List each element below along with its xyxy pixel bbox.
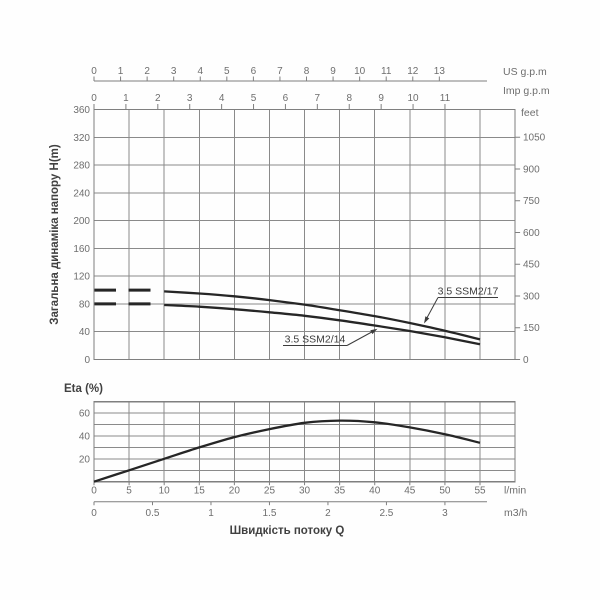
us-gpm-tick-label: 10 (354, 66, 366, 77)
head-curve-ssm2-14 (164, 303, 481, 346)
imp-gpm-tick-label: 5 (251, 93, 257, 104)
us-gpm-axis-label: US g.p.m (503, 66, 547, 78)
us-gpm-tick-label: 0 (91, 66, 97, 77)
imp-gpm-tick-label: 7 (315, 93, 321, 104)
lmin-tick-label: 5 (126, 486, 132, 497)
m3h-tick-label: 1.5 (263, 508, 277, 519)
imp-gpm-tick-label: 1 (123, 93, 129, 104)
head-ytick-label: 320 (73, 133, 90, 144)
lmin-axis-label: l/min (504, 485, 526, 497)
feet-tick-label: 900 (523, 164, 540, 175)
imp-gpm-tick-label: 3 (187, 93, 193, 104)
performance-curves (93, 288, 481, 483)
lmin-tick-label: 30 (299, 486, 311, 497)
head-ytick-label: 40 (79, 327, 91, 338)
eta-chart-title: Eta (%) (64, 383, 103, 395)
feet-tick-label: 750 (523, 196, 540, 207)
imp-gpm-tick-label: 2 (155, 93, 161, 104)
us-gpm-tick-label: 6 (251, 66, 257, 77)
imp-gpm-tick-label: 8 (346, 93, 352, 104)
imp-gpm-tick-label: 6 (283, 93, 289, 104)
imp-gpm-tick-label: 0 (91, 93, 97, 104)
feet-tick-label: 150 (523, 323, 540, 334)
lmin-tick-label: 20 (229, 486, 241, 497)
m3h-tick-label: 1 (208, 508, 214, 519)
imp-gpm-tick-label: 9 (378, 93, 384, 104)
eta-ytick-label: 60 (79, 409, 91, 420)
us-gpm-tick-label: 5 (224, 66, 230, 77)
eta-ytick-label: 40 (79, 431, 91, 442)
feet-tick-label: 300 (523, 291, 540, 302)
lmin-tick-label: 25 (264, 486, 276, 497)
lmin-tick-label: 45 (404, 486, 416, 497)
annotation-leader (346, 330, 375, 346)
imp-gpm-axis-label: Imp g.p.m (503, 85, 550, 97)
curve-label-ssm2-14: 3.5 SSM2/14 (285, 334, 346, 346)
m3h-tick-label: 2.5 (379, 508, 393, 519)
eta-chart-grid (93, 401, 516, 483)
head-ytick-label: 360 (73, 105, 90, 116)
lmin-tick-label: 0 (91, 486, 97, 497)
us-gpm-tick-label: 13 (434, 66, 446, 77)
us-gpm-tick-label: 2 (144, 66, 150, 77)
feet-tick-label: 0 (523, 355, 529, 366)
head-ytick-label: 280 (73, 161, 90, 172)
m3h-tick-label: 3 (442, 508, 448, 519)
imp-gpm-tick-label: 4 (219, 93, 225, 104)
flow-x-axis-title: Швидкість потоку Q (230, 525, 345, 537)
head-ytick-label: 80 (79, 299, 91, 310)
us-gpm-tick-label: 11 (381, 66, 392, 77)
m3h-tick-label: 0.5 (146, 508, 160, 519)
head-ytick-label: 200 (73, 216, 90, 227)
us-gpm-tick-label: 9 (330, 66, 336, 77)
head-ytick-label: 160 (73, 244, 90, 255)
feet-axis-label: feet (521, 107, 539, 119)
head-chart-grid (93, 108, 516, 361)
us-gpm-tick-label: 3 (171, 66, 177, 77)
lmin-tick-label: 15 (194, 486, 206, 497)
leader-arrowhead (424, 316, 430, 324)
us-gpm-tick-label: 8 (304, 66, 310, 77)
leader-arrowhead (370, 328, 378, 335)
feet-tick-label: 450 (523, 260, 540, 271)
m3h-tick-label: 2 (325, 508, 331, 519)
us-gpm-tick-label: 12 (407, 66, 419, 77)
curve-label-ssm2-17: 3.5 SSM2/17 (438, 286, 499, 298)
us-gpm-tick-label: 7 (277, 66, 283, 77)
lmin-tick-label: 10 (159, 486, 171, 497)
lmin-tick-label: 50 (439, 486, 451, 497)
eta-curve (93, 419, 481, 483)
us-gpm-tick-label: 1 (118, 66, 124, 77)
head-ytick-label: 240 (73, 188, 90, 199)
head-ytick-label: 120 (73, 272, 90, 283)
imp-gpm-tick-label: 11 (440, 93, 451, 104)
head-curve-ssm2-17 (164, 290, 481, 341)
us-gpm-tick-label: 4 (197, 66, 203, 77)
eta-ytick-label: 20 (79, 454, 91, 465)
head-y-axis-title: Загальна динаміка напору H(m) (49, 144, 61, 325)
lmin-tick-label: 55 (474, 486, 486, 497)
head-ytick-label: 0 (84, 355, 90, 366)
head-chart-border (93, 108, 516, 361)
imp-gpm-tick-label: 10 (407, 93, 419, 104)
lmin-tick-label: 40 (369, 486, 381, 497)
m3h-tick-label: 0 (91, 508, 97, 519)
m3h-axis-label: m3/h (504, 507, 528, 519)
lmin-tick-label: 35 (334, 486, 346, 497)
feet-tick-label: 600 (523, 228, 540, 239)
curve-annotations (283, 297, 498, 346)
feet-tick-label: 1050 (523, 133, 546, 144)
annotation-leader (425, 297, 439, 321)
